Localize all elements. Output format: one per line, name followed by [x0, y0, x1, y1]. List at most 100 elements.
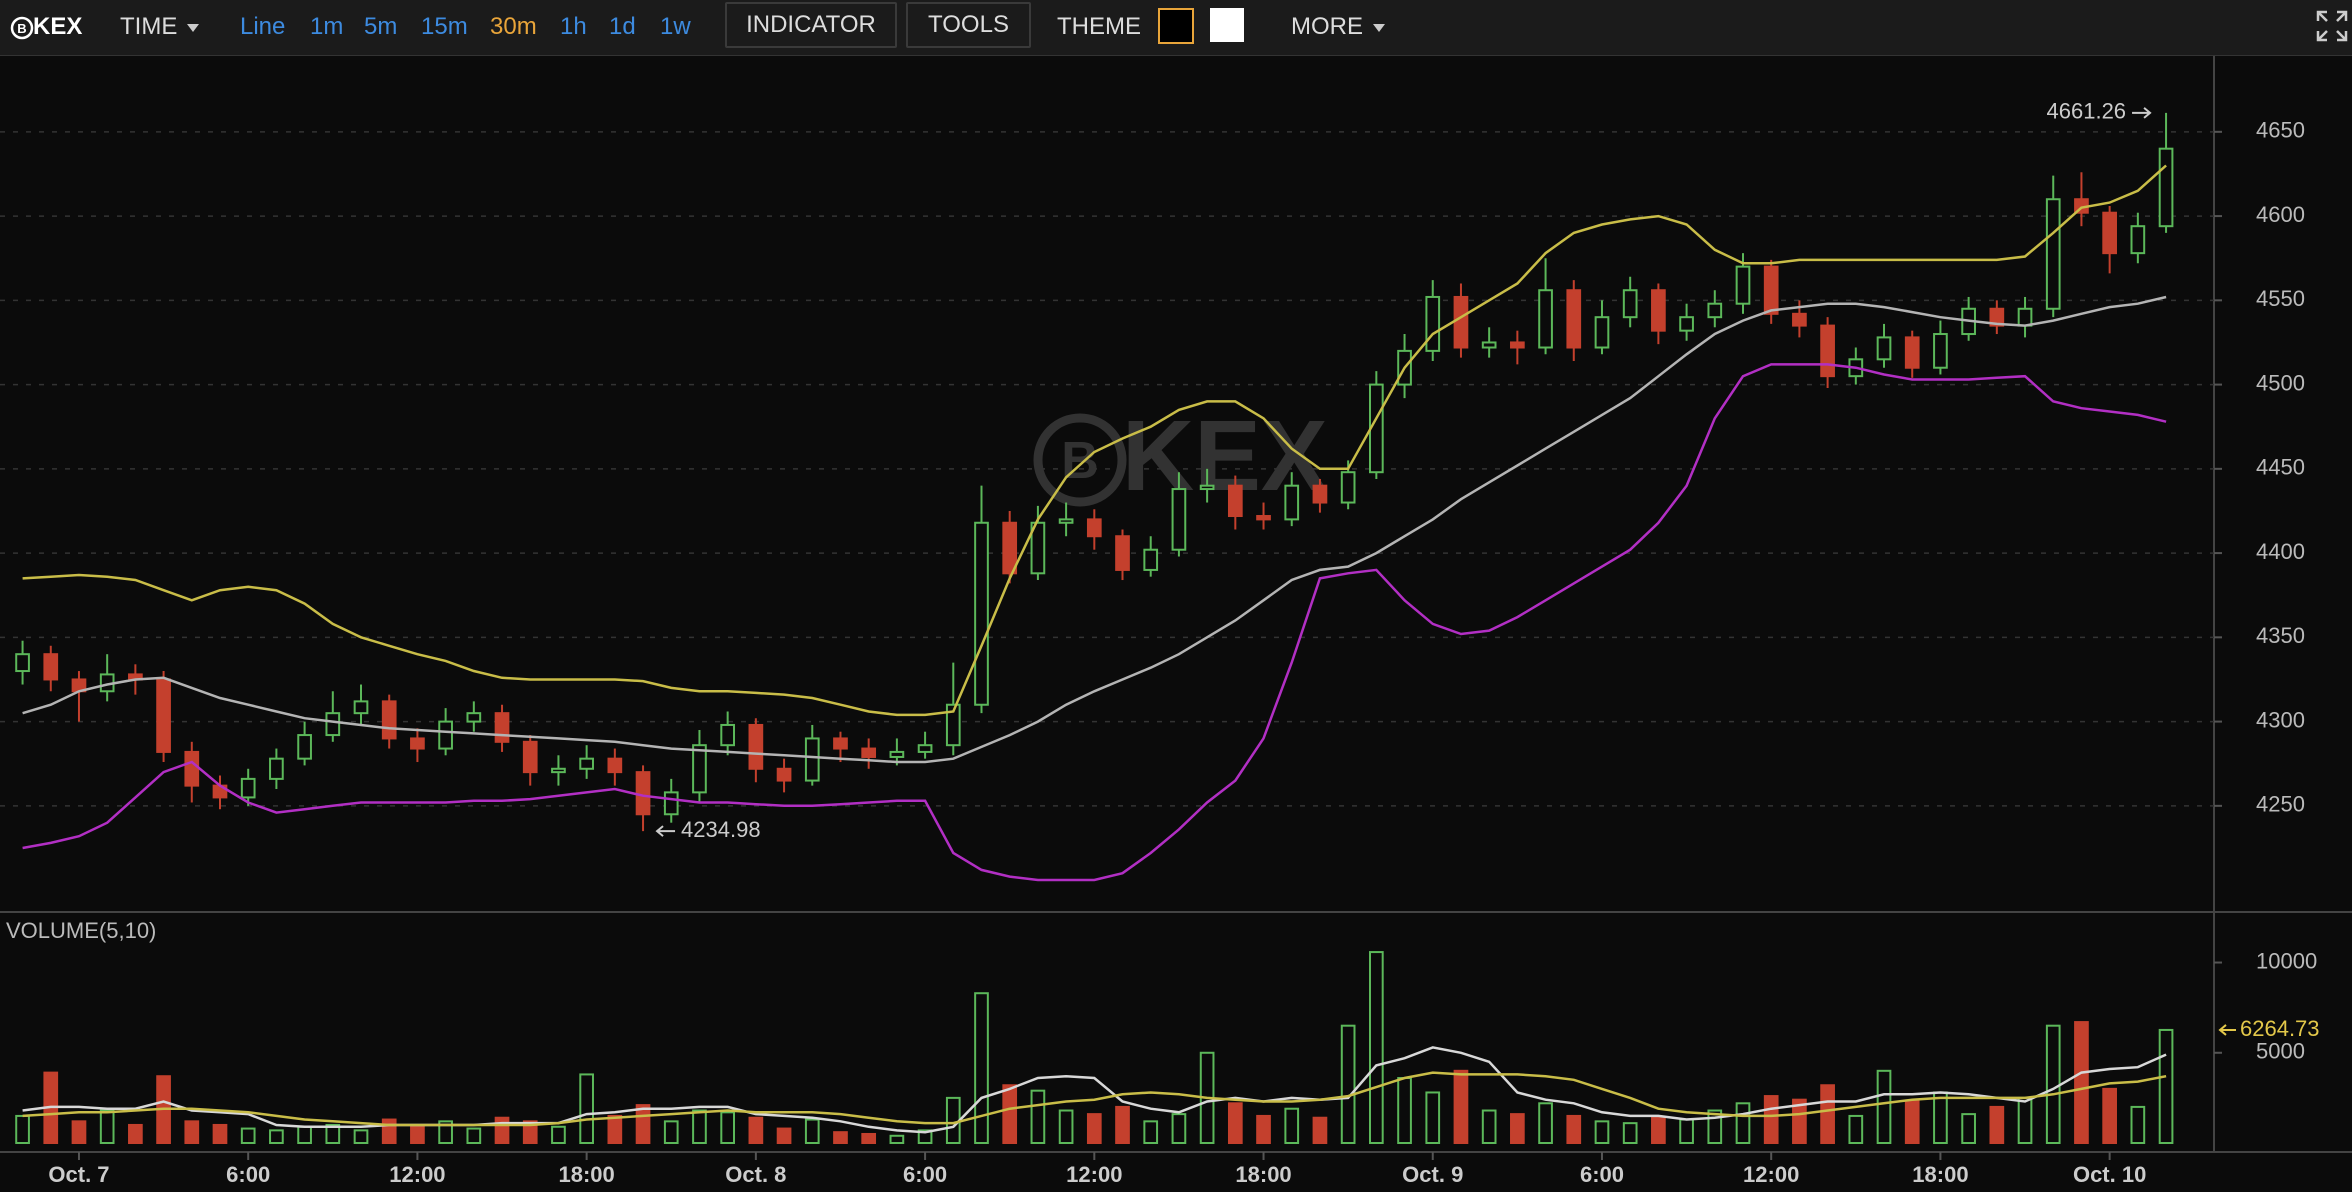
candle-body	[1171, 488, 1187, 551]
volume-bar	[2158, 1028, 2174, 1144]
volume-bar	[1397, 1077, 1412, 1144]
volume-bar	[1622, 1122, 1638, 1144]
period[interactable]: 1m	[310, 13, 344, 40]
period[interactable]: 15m	[421, 13, 468, 40]
period[interactable]: 1d	[609, 13, 636, 40]
toolbar: B KEX TIME Line 1m 5m 15m 30m 1h 1d 1w I…	[0, 0, 2352, 56]
candle-body	[1510, 341, 1525, 349]
candle-body	[1115, 535, 1130, 571]
candle-body	[1763, 265, 1779, 315]
candle-body	[635, 771, 651, 816]
volume-bar	[1312, 1116, 1328, 1144]
candle-body	[917, 744, 933, 753]
volume-bar	[1425, 1091, 1441, 1144]
candle-body	[1735, 265, 1751, 305]
volume-bar	[1030, 1089, 1046, 1144]
period[interactable]: 30m	[490, 13, 537, 40]
volume-bar	[128, 1123, 143, 1144]
candle-body	[1312, 484, 1328, 504]
volume-bar	[15, 1114, 30, 1144]
candle-body	[410, 737, 425, 750]
candle-body	[43, 653, 59, 681]
candle-body	[1340, 471, 1356, 504]
candle-body	[833, 737, 848, 750]
y-tick-label: 4400	[2256, 539, 2305, 564]
theme-light[interactable]	[1210, 8, 1244, 42]
band-line	[22, 164, 2167, 717]
candle-body	[438, 720, 453, 750]
candle-body	[1143, 548, 1159, 571]
candle-body	[861, 747, 877, 758]
period[interactable]: 1h	[560, 13, 587, 40]
volume-bar	[945, 1096, 961, 1144]
theme-dark[interactable]	[1158, 8, 1194, 44]
volume-bar	[1763, 1095, 1779, 1144]
volume-bar	[1989, 1105, 2005, 1144]
y-tick-label: 4300	[2256, 707, 2305, 732]
candle-body	[551, 767, 566, 774]
indicator-button[interactable]: INDICATOR	[725, 2, 897, 48]
x-tick-label: Oct. 7	[48, 1162, 109, 1187]
y-tick-label: 4350	[2256, 623, 2305, 648]
candle-body	[1933, 333, 1948, 369]
volume-bar	[1679, 1118, 1694, 1144]
candle-body	[1199, 484, 1215, 491]
volume-bar	[635, 1104, 651, 1144]
candle-body	[1453, 295, 1469, 349]
volume-bar	[2130, 1105, 2146, 1144]
candle-body	[1820, 324, 1835, 378]
candle-body	[663, 791, 679, 816]
volume-bar	[438, 1120, 453, 1144]
volume-bar	[720, 1111, 736, 1144]
y-tick-label: 4250	[2256, 792, 2305, 817]
high-label: 4661.26	[2047, 99, 2127, 124]
volume-bar	[861, 1132, 877, 1144]
period[interactable]: 5m	[364, 13, 398, 40]
volume-bar	[1848, 1114, 1864, 1144]
volume-bar	[269, 1129, 284, 1144]
candle-body	[353, 700, 369, 715]
time-label[interactable]: TIME	[120, 13, 178, 40]
candle-body	[1284, 484, 1300, 521]
volume-bar	[494, 1116, 510, 1144]
period[interactable]: 1w	[660, 13, 691, 40]
more-menu[interactable]: MORE	[1291, 12, 1385, 42]
candle-body	[325, 712, 341, 737]
volume-bar	[579, 1073, 594, 1144]
volume-bar	[1481, 1109, 1497, 1144]
volume-bar	[240, 1127, 256, 1144]
candle-body	[1256, 515, 1271, 521]
band-line	[22, 363, 2167, 882]
candle-body	[1594, 316, 1610, 349]
x-tick-label: 6:00	[1580, 1162, 1624, 1187]
volume-bar	[2017, 1096, 2033, 1144]
time-menu[interactable]: TIME	[120, 12, 200, 42]
candle-body	[1002, 521, 1018, 575]
fullscreen-button[interactable]	[2316, 10, 2348, 42]
volume-bar	[212, 1123, 228, 1144]
candle-body	[156, 678, 171, 753]
volume-bar	[2074, 1021, 2089, 1144]
volume-bar	[889, 1134, 905, 1144]
band-line	[22, 295, 2167, 764]
candle-body	[720, 723, 736, 747]
x-tick-label: 12:00	[1066, 1162, 1122, 1187]
volume-bar	[381, 1118, 397, 1144]
candle-body	[1707, 302, 1723, 319]
volume-bar	[776, 1127, 792, 1144]
logo[interactable]: KEX	[33, 13, 83, 40]
candle-body	[1227, 484, 1243, 518]
candle-body	[522, 740, 538, 774]
period[interactable]: Line	[240, 13, 286, 40]
candle-body	[692, 744, 707, 794]
volume-bar	[804, 1118, 820, 1144]
volume-bar	[1538, 1102, 1553, 1144]
volume-bar	[1820, 1084, 1835, 1144]
volume-ma-line	[22, 1071, 2167, 1127]
more-label[interactable]: MORE	[1291, 13, 1363, 40]
low-arrow	[655, 825, 676, 837]
tools-button[interactable]: TOOLS	[906, 2, 1031, 48]
y-tick-label: 4500	[2256, 370, 2305, 395]
candle-body	[804, 737, 820, 782]
